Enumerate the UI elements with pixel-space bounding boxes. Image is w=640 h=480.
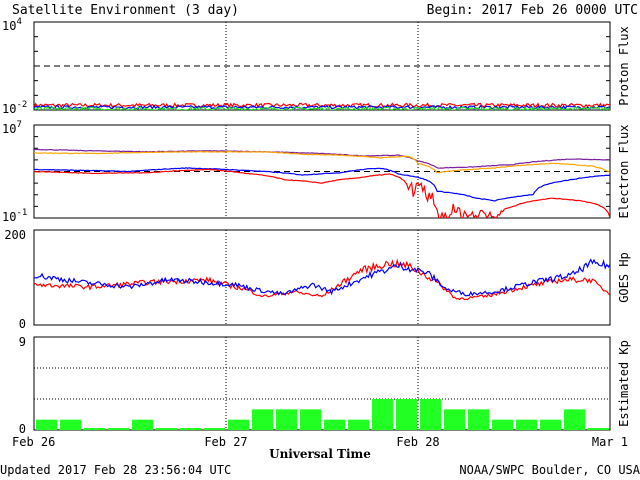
kp-bar (540, 419, 561, 430)
kp-bar (396, 399, 417, 430)
chart-title: Satellite Environment (3 day) (12, 3, 239, 18)
kp-bar (228, 419, 249, 430)
blue-series-line (34, 167, 610, 202)
red-series-line (34, 258, 610, 301)
kp-bar (180, 428, 201, 430)
estimated-kp-panel: 9 0 Estimated Kp (19, 335, 631, 436)
electron-flux-ylabel: Electron Flux (617, 125, 631, 219)
y-tick-exponent: 4 (16, 17, 21, 27)
y-tick-label: 0 (19, 317, 26, 331)
y-tick-label: 10-1 (2, 208, 27, 224)
begin-time: Begin: 2017 Feb 26 0000 UTC (427, 3, 638, 18)
kp-bar (156, 428, 177, 430)
y-tick-base: 10 (2, 19, 16, 33)
agency-credit: NOAA/SWPC Boulder, CO USA (459, 463, 640, 477)
x-axis: Feb 26 Feb 27 Feb 28 Mar 1 (12, 435, 628, 449)
kp-bar (204, 428, 225, 430)
kp-bar (132, 419, 153, 430)
proton-flux-frame (33, 21, 611, 111)
estimated-kp-ylabel: Estimated Kp (617, 340, 631, 427)
estimated-kp-frame (33, 336, 611, 431)
y-tick-exponent: -1 (16, 208, 27, 218)
kp-bar (108, 428, 129, 430)
kp-bar (348, 419, 369, 430)
y-tick-label: 0 (19, 422, 26, 436)
goes-hp-ylabel: GOES Hp (617, 252, 631, 303)
x-axis-label: Universal Time (269, 447, 371, 461)
kp-bar (588, 428, 609, 430)
kp-bar (276, 409, 297, 430)
orange-series-line (34, 150, 610, 174)
kp-bar (60, 419, 81, 430)
y-tick-base: 10 (2, 102, 16, 116)
kp-bar (420, 399, 441, 430)
y-tick-label: 9 (19, 335, 26, 349)
goes-hp-frame (33, 229, 611, 326)
kp-bar (324, 419, 345, 430)
y-tick-label: 104 (2, 17, 22, 33)
blue-series-line (34, 258, 610, 297)
x-tick-label: Feb 26 (12, 435, 55, 449)
y-tick-base: 10 (2, 210, 16, 224)
red-series-line (34, 168, 610, 218)
y-tick-label: 200 (4, 228, 26, 242)
purple-series-line (34, 148, 610, 169)
x-tick-label: Mar 1 (592, 435, 628, 449)
green-series-line (34, 106, 610, 110)
kp-bar (564, 409, 585, 430)
kp-bar (252, 409, 273, 430)
y-tick-label: 107 (2, 120, 22, 136)
kp-bar (300, 409, 321, 430)
kp-bar (444, 409, 465, 430)
kp-bar (372, 399, 393, 430)
kp-bar (492, 419, 513, 430)
y-tick-base: 10 (2, 122, 16, 136)
updated-time: Updated 2017 Feb 28 23:56:04 UTC (0, 463, 231, 477)
y-tick-exponent: 7 (16, 120, 21, 130)
kp-bar (468, 409, 489, 430)
y-tick-label: 10-2 (2, 100, 27, 116)
y-tick-exponent: -2 (16, 100, 27, 110)
red-series-line (34, 102, 610, 109)
x-tick-label: Feb 27 (204, 435, 247, 449)
kp-bar (84, 428, 105, 430)
proton-flux-ylabel: Proton Flux (617, 26, 631, 105)
kp-bar (516, 419, 537, 430)
blue-series-line (34, 104, 610, 110)
goes-hp-panel: 200 0 GOES Hp (4, 228, 631, 331)
x-tick-label: Feb 28 (396, 435, 439, 449)
kp-bar (36, 419, 57, 430)
